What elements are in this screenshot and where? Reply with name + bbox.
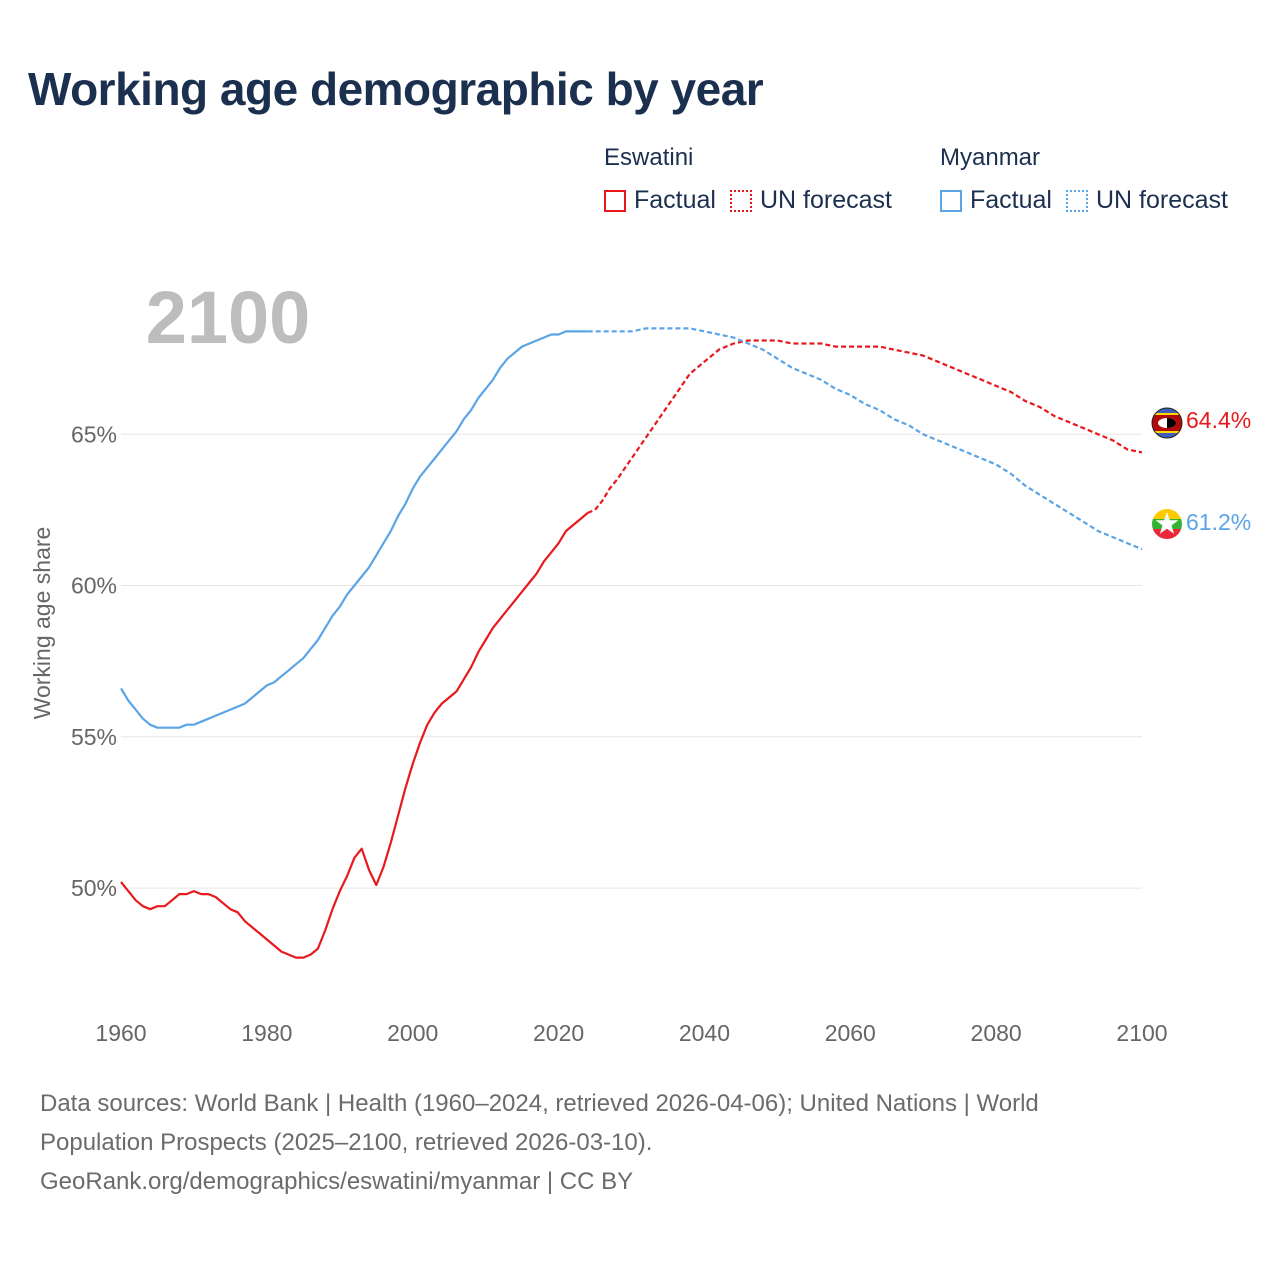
y-tick-label: 55% — [71, 724, 117, 750]
line-chart: 2100 Working age share 50% 55% 60% 65% 1960… — [29, 276, 1251, 1046]
legend-group-name: Myanmar — [940, 144, 1041, 171]
legend-label: Factual — [970, 186, 1052, 214]
swatch-myanmar-factual — [940, 189, 962, 212]
legend-item-eswatini-forecast[interactable]: UN forecast — [729, 186, 892, 215]
x-tick-label: 1980 — [241, 1020, 292, 1046]
x-tick-label: 2060 — [825, 1020, 876, 1046]
x-tick-label: 2080 — [971, 1020, 1022, 1046]
x-tick-label: 2040 — [679, 1020, 730, 1046]
legend-label: Factual — [634, 186, 716, 214]
myanmar-forecast-line — [587, 327, 1143, 551]
myanmar-factual-line — [120, 330, 588, 729]
legend-item-myanmar-factual[interactable]: Factual — [940, 186, 1052, 215]
footer-line: Population Prospects (2025–2100, retriev… — [40, 1129, 653, 1156]
swatch-myanmar-forecast — [1065, 189, 1088, 212]
legend-group-myanmar: Myanmar Factual UN forecast — [940, 144, 1242, 215]
eswatini-factual-line — [120, 512, 589, 959]
footer-line: Data sources: World Bank | Health (1960–… — [40, 1090, 1039, 1117]
x-tick-label: 2000 — [387, 1020, 438, 1046]
myanmar-flag-icon — [1152, 509, 1182, 539]
eswatini-end-label: 64.4% — [1186, 407, 1251, 433]
footer-sources: Data sources: World Bank | Health (1960–… — [40, 1084, 1220, 1201]
legend-group-name: Eswatini — [604, 144, 694, 171]
eswatini-forecast-line — [587, 339, 1143, 514]
y-tick-label: 50% — [71, 875, 117, 901]
y-tick-label: 60% — [71, 573, 117, 599]
y-axis-label: Working age share — [29, 527, 55, 720]
chart-title: Working age demographic by year — [28, 63, 764, 115]
footer-link[interactable]: GeoRank.org/demographics/eswatini/myanma… — [40, 1168, 634, 1195]
x-tick-label: 1960 — [95, 1020, 146, 1046]
x-tick-label: 2020 — [533, 1020, 584, 1046]
swatch-eswatini-forecast — [729, 189, 752, 212]
legend-item-eswatini-factual[interactable]: Factual — [604, 186, 716, 215]
legend-label: UN forecast — [759, 186, 892, 214]
legend-group-eswatini: Eswatini Factual UN forecast — [604, 144, 906, 215]
y-tick-label: 65% — [71, 421, 117, 447]
current-year-watermark: 2100 — [146, 276, 311, 359]
legend-label: UN forecast — [1095, 186, 1228, 214]
swatch-eswatini-factual — [604, 189, 626, 212]
x-tick-label: 2100 — [1116, 1020, 1167, 1046]
legend-item-myanmar-forecast[interactable]: UN forecast — [1065, 186, 1228, 215]
myanmar-end-label: 61.2% — [1186, 509, 1251, 535]
eswatini-flag-icon — [1151, 407, 1183, 439]
